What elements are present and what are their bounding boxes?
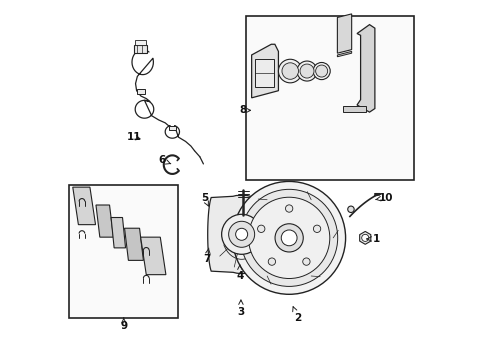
Text: 6: 6 (158, 156, 170, 165)
Circle shape (285, 205, 292, 212)
Polygon shape (141, 237, 165, 275)
Text: 11: 11 (126, 132, 141, 142)
Circle shape (302, 258, 309, 265)
Circle shape (347, 206, 353, 212)
Text: 1: 1 (366, 234, 380, 244)
Bar (135, 40, 145, 45)
Polygon shape (96, 205, 113, 237)
Circle shape (221, 214, 261, 254)
Circle shape (248, 197, 329, 279)
Bar (69, 185, 178, 318)
Polygon shape (207, 195, 275, 274)
Polygon shape (111, 217, 125, 248)
Bar (342, 106, 365, 112)
Text: 10: 10 (375, 193, 392, 203)
Circle shape (257, 225, 264, 233)
Text: 7: 7 (203, 248, 210, 264)
Circle shape (300, 64, 313, 78)
Circle shape (296, 61, 316, 81)
Circle shape (278, 59, 302, 83)
Polygon shape (356, 24, 374, 112)
Bar (137, 89, 145, 94)
Circle shape (361, 234, 368, 242)
Circle shape (282, 63, 298, 79)
Circle shape (313, 225, 320, 233)
Circle shape (274, 224, 303, 252)
Polygon shape (124, 228, 143, 260)
Text: 9: 9 (120, 318, 127, 331)
Text: 4: 4 (236, 265, 243, 282)
Bar (169, 126, 176, 130)
Circle shape (240, 189, 337, 287)
Bar (134, 45, 147, 53)
Bar (254, 59, 274, 87)
Text: 8: 8 (239, 105, 250, 115)
Text: 3: 3 (237, 300, 244, 317)
Bar (246, 16, 413, 180)
Circle shape (281, 230, 296, 246)
Polygon shape (337, 14, 351, 53)
Circle shape (315, 65, 327, 77)
Polygon shape (337, 51, 351, 57)
Circle shape (268, 258, 275, 265)
Polygon shape (359, 231, 370, 244)
Polygon shape (73, 187, 95, 225)
Polygon shape (251, 44, 278, 98)
Text: 2: 2 (292, 307, 301, 323)
Circle shape (312, 63, 329, 80)
Circle shape (228, 221, 254, 247)
Circle shape (232, 181, 345, 294)
Circle shape (235, 228, 247, 240)
Text: 5: 5 (201, 193, 208, 206)
